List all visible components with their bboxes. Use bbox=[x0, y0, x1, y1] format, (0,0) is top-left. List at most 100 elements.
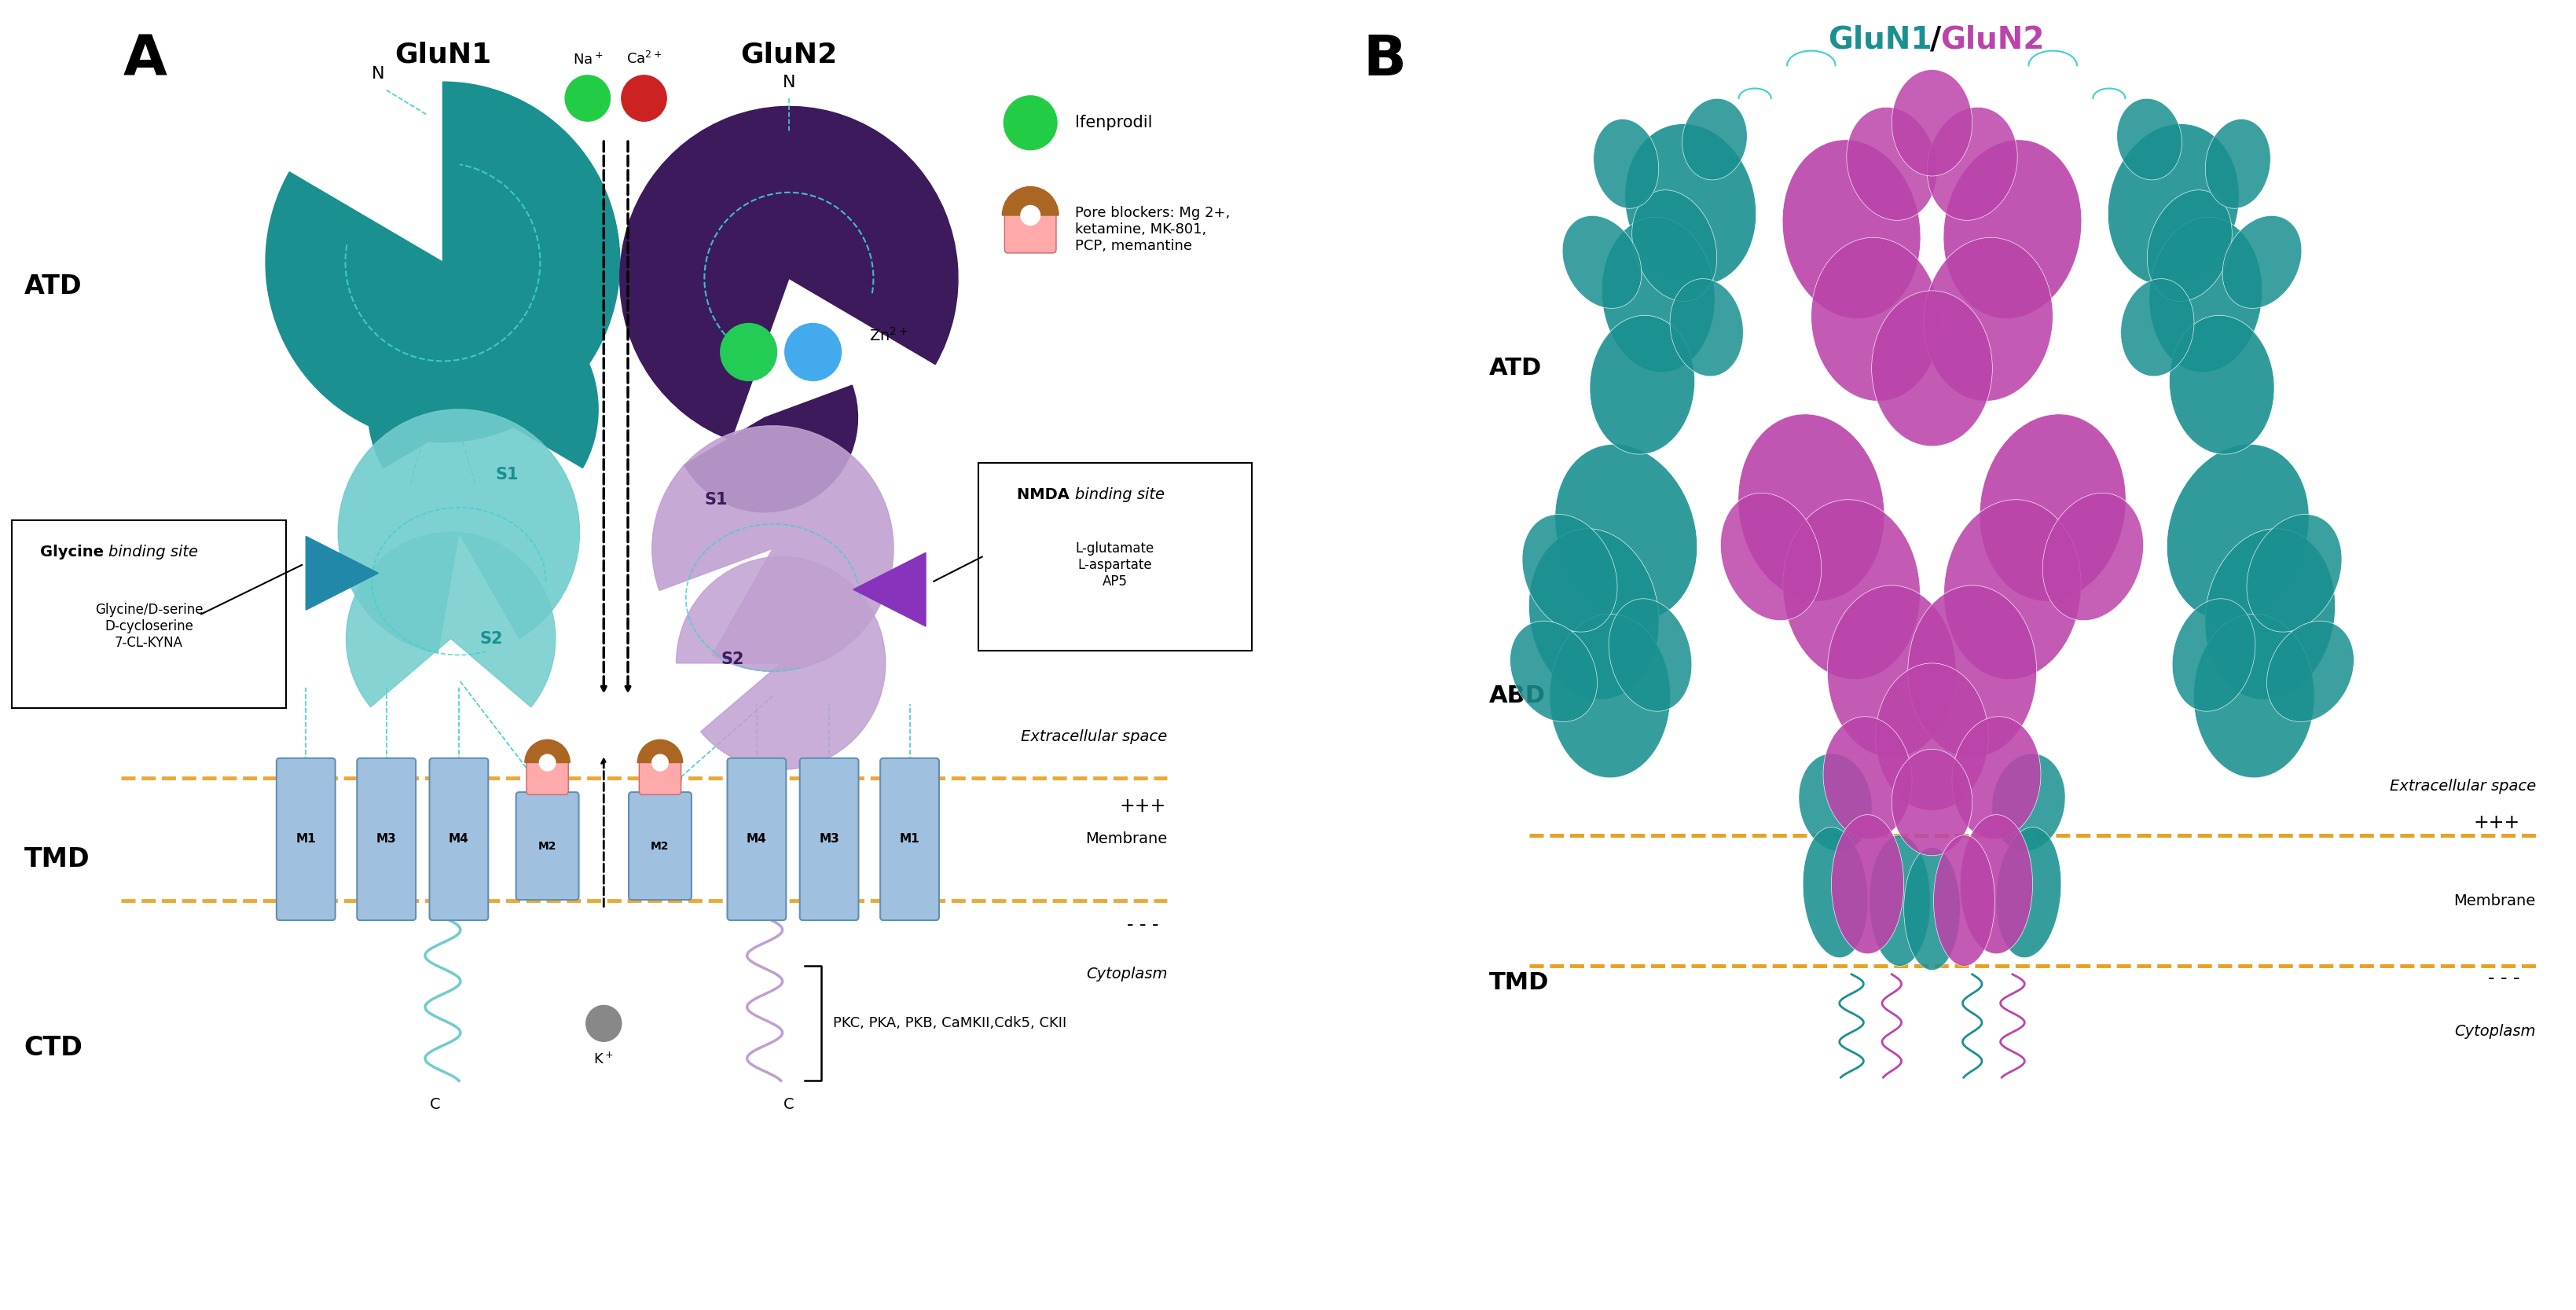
Ellipse shape bbox=[1721, 493, 1821, 621]
Circle shape bbox=[786, 324, 842, 381]
Text: M2: M2 bbox=[538, 841, 556, 852]
FancyBboxPatch shape bbox=[639, 760, 680, 795]
Ellipse shape bbox=[1953, 717, 2040, 840]
Text: binding site: binding site bbox=[1074, 487, 1164, 502]
Ellipse shape bbox=[1826, 586, 1955, 757]
Text: Membrane: Membrane bbox=[1084, 832, 1167, 846]
Ellipse shape bbox=[1873, 291, 1991, 447]
Ellipse shape bbox=[1870, 836, 1929, 967]
Ellipse shape bbox=[2195, 614, 2313, 778]
Text: Cytoplasm: Cytoplasm bbox=[2455, 1024, 2535, 1039]
Ellipse shape bbox=[1960, 815, 2032, 954]
Ellipse shape bbox=[2246, 515, 2342, 631]
Ellipse shape bbox=[1847, 107, 1937, 220]
Text: C: C bbox=[430, 1098, 440, 1112]
Ellipse shape bbox=[1803, 827, 1868, 958]
Ellipse shape bbox=[1798, 753, 1873, 852]
Wedge shape bbox=[636, 740, 683, 762]
Wedge shape bbox=[368, 292, 598, 468]
FancyBboxPatch shape bbox=[526, 760, 569, 795]
Text: A: A bbox=[124, 33, 167, 86]
Text: binding site: binding site bbox=[108, 545, 198, 559]
Wedge shape bbox=[265, 81, 621, 441]
FancyBboxPatch shape bbox=[430, 758, 489, 920]
Circle shape bbox=[538, 755, 556, 770]
Ellipse shape bbox=[1633, 190, 1716, 301]
Ellipse shape bbox=[1528, 529, 1659, 700]
Text: PKC, PKA, PKB, CaMKII,Cdk5, CKII: PKC, PKA, PKB, CaMKII,Cdk5, CKII bbox=[832, 1017, 1066, 1031]
Text: GluN1: GluN1 bbox=[394, 41, 492, 68]
Text: - - -: - - - bbox=[1128, 916, 1159, 934]
Text: +++: +++ bbox=[2473, 814, 2519, 832]
Circle shape bbox=[621, 75, 667, 121]
Polygon shape bbox=[853, 553, 925, 626]
Ellipse shape bbox=[1904, 848, 1960, 971]
Ellipse shape bbox=[2166, 444, 2308, 620]
Ellipse shape bbox=[2205, 529, 2336, 700]
Wedge shape bbox=[621, 106, 958, 440]
Ellipse shape bbox=[2107, 124, 2239, 286]
Ellipse shape bbox=[1945, 499, 2081, 680]
Ellipse shape bbox=[2267, 621, 2354, 722]
Text: TMD: TMD bbox=[23, 846, 90, 872]
Text: ATD: ATD bbox=[23, 274, 82, 300]
Polygon shape bbox=[307, 536, 379, 610]
FancyBboxPatch shape bbox=[799, 758, 858, 920]
Wedge shape bbox=[337, 410, 580, 654]
Ellipse shape bbox=[1783, 499, 1919, 680]
Text: S1: S1 bbox=[495, 468, 518, 482]
Text: - - -: - - - bbox=[2488, 969, 2519, 988]
Circle shape bbox=[585, 1006, 621, 1041]
Text: M4: M4 bbox=[747, 833, 768, 845]
Ellipse shape bbox=[1551, 614, 1669, 778]
Wedge shape bbox=[1002, 186, 1059, 215]
Text: Na$^+$: Na$^+$ bbox=[572, 52, 603, 67]
Ellipse shape bbox=[1924, 237, 2053, 401]
Wedge shape bbox=[526, 740, 569, 762]
Circle shape bbox=[564, 75, 611, 121]
Text: ABD: ABD bbox=[23, 561, 88, 586]
Text: /: / bbox=[1929, 25, 1942, 55]
Ellipse shape bbox=[2120, 279, 2195, 376]
Text: M1: M1 bbox=[296, 833, 317, 845]
Circle shape bbox=[721, 324, 778, 381]
Text: M2: M2 bbox=[652, 841, 670, 852]
Text: Glycine: Glycine bbox=[39, 545, 108, 559]
Ellipse shape bbox=[1510, 621, 1597, 722]
Ellipse shape bbox=[1875, 663, 1989, 811]
Text: Pore blockers: Mg 2+,
ketamine, MK-801,
PCP, memantine: Pore blockers: Mg 2+, ketamine, MK-801, … bbox=[1074, 206, 1229, 253]
FancyBboxPatch shape bbox=[515, 793, 580, 900]
Text: Extracellular space: Extracellular space bbox=[1020, 730, 1167, 744]
Wedge shape bbox=[345, 532, 556, 707]
Text: N: N bbox=[783, 75, 796, 90]
Circle shape bbox=[1005, 96, 1056, 149]
Text: Cytoplasm: Cytoplasm bbox=[1087, 967, 1167, 981]
Ellipse shape bbox=[1824, 717, 1911, 840]
Ellipse shape bbox=[1783, 140, 1922, 318]
Ellipse shape bbox=[2172, 599, 2254, 711]
Text: GluN2: GluN2 bbox=[739, 41, 837, 68]
Wedge shape bbox=[675, 557, 886, 769]
Ellipse shape bbox=[1595, 119, 1659, 208]
Ellipse shape bbox=[1891, 749, 1973, 855]
FancyBboxPatch shape bbox=[358, 758, 415, 920]
Ellipse shape bbox=[1891, 69, 1973, 176]
Ellipse shape bbox=[1669, 279, 1744, 376]
Text: CTD: CTD bbox=[23, 1035, 82, 1061]
Ellipse shape bbox=[1909, 586, 2038, 757]
Text: GluN2: GluN2 bbox=[1940, 25, 2045, 55]
FancyBboxPatch shape bbox=[979, 462, 1252, 651]
Text: +++: +++ bbox=[1121, 796, 1167, 816]
Ellipse shape bbox=[2148, 217, 2262, 372]
Ellipse shape bbox=[1996, 827, 2061, 958]
Ellipse shape bbox=[1739, 414, 1886, 601]
Ellipse shape bbox=[1522, 515, 1618, 631]
Ellipse shape bbox=[1589, 316, 1695, 455]
Text: M1: M1 bbox=[899, 833, 920, 845]
Text: S1: S1 bbox=[706, 491, 729, 507]
Text: NMDA: NMDA bbox=[1018, 487, 1074, 502]
Text: ABD: ABD bbox=[1489, 685, 1546, 707]
Text: Membrane: Membrane bbox=[2455, 893, 2535, 908]
Ellipse shape bbox=[1811, 237, 1940, 401]
Text: TMD: TMD bbox=[1489, 971, 1548, 994]
